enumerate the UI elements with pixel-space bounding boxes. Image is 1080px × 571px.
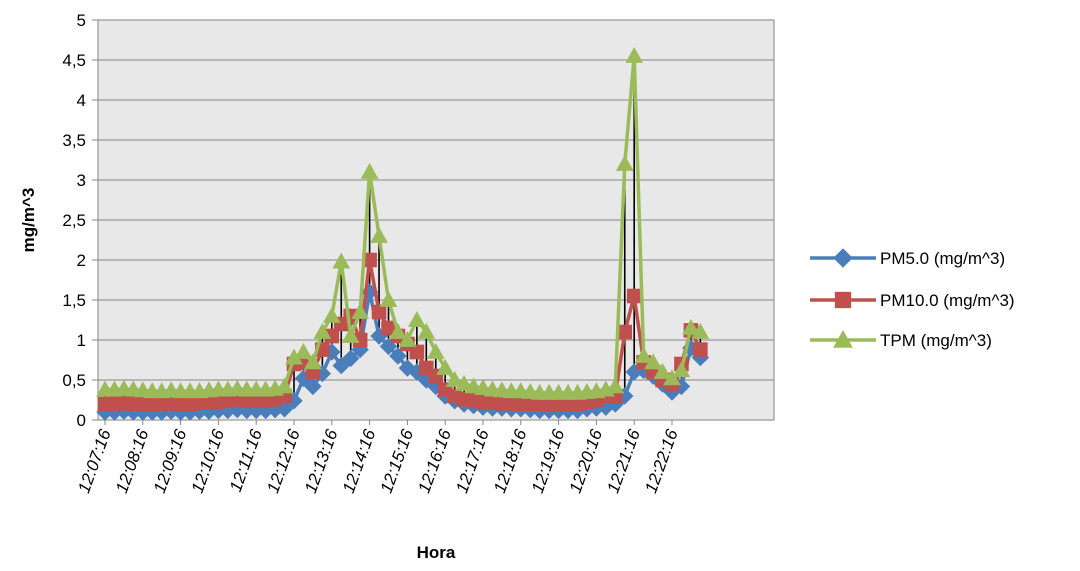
data-point [617, 324, 633, 340]
data-point [370, 226, 388, 243]
data-point [304, 377, 322, 396]
x-tick-label: 12:22:16 [641, 426, 682, 495]
data-point [341, 349, 360, 368]
series [96, 46, 710, 421]
y-tick-label: 2,5 [62, 211, 86, 230]
y-tick-label: 0,5 [62, 371, 86, 390]
x-tick-label: 12:09:16 [150, 426, 191, 495]
data-point [663, 369, 681, 386]
x-tick-label: 12:08:16 [112, 426, 153, 495]
x-tick-label: 12:18:16 [490, 426, 531, 495]
legend-swatch-marker [834, 291, 852, 309]
data-point [626, 288, 642, 304]
data-point [341, 326, 360, 343]
data-point [426, 342, 445, 359]
y-tick-label: 5 [77, 11, 86, 30]
data-point [455, 374, 473, 391]
data-point [275, 377, 294, 394]
data-point [606, 377, 625, 394]
legend-label: PM5.0 (mg/m^3) [880, 249, 1005, 268]
data-point [304, 353, 322, 370]
x-tick-label: 12:07:16 [74, 426, 115, 495]
data-point [672, 361, 691, 378]
y-tick-label: 3 [77, 171, 86, 190]
data-point [417, 322, 436, 339]
y-tick-label: 3,5 [62, 131, 86, 150]
x-tick-label: 12:21:16 [603, 426, 644, 495]
data-point [615, 154, 634, 171]
data-point [634, 346, 653, 363]
data-point [389, 322, 407, 339]
x-tick-label: 12:14:16 [339, 426, 380, 495]
x-tick-label: 12:10:16 [188, 426, 229, 495]
data-point [408, 310, 426, 327]
legend-label: PM10.0 (mg/m^3) [880, 291, 1015, 310]
x-tick-label: 12:11:16 [226, 426, 266, 494]
data-point [409, 344, 425, 360]
x-axis-ticks: 12:07:1612:08:1612:09:1612:10:1612:11:16… [74, 420, 682, 496]
x-axis-title: Hora [417, 543, 456, 562]
x-tick-label: 12:13:16 [301, 426, 342, 495]
data-point [360, 162, 379, 179]
data-point [398, 330, 417, 347]
data-point [332, 252, 351, 269]
data-point [389, 347, 407, 365]
x-tick-label: 12:16:16 [414, 426, 455, 495]
x-tick-label: 12:20:16 [566, 426, 607, 495]
y-tick-label: 4 [77, 91, 86, 110]
y-axis-title: mg/m^3 [19, 188, 38, 253]
data-point [693, 342, 708, 357]
data-point [371, 304, 387, 320]
data-point [313, 322, 332, 339]
legend: PM5.0 (mg/m^3) PM10.0 (mg/m^3) TPM (mg/m^3… [810, 248, 1015, 350]
y-tick-label: 2 [77, 251, 86, 270]
data-point [351, 302, 369, 319]
data-point [322, 306, 341, 323]
data-point [691, 322, 710, 339]
gridlines [97, 19, 774, 421]
series-tpm-mg-m-3 [96, 46, 710, 400]
data-point [445, 370, 464, 387]
legend-swatch-marker [833, 248, 853, 268]
x-tick-label: 12:17:16 [452, 426, 493, 495]
data-point [625, 46, 644, 63]
data-point [653, 362, 672, 379]
x-tick-label: 12:15:16 [377, 426, 418, 495]
legend-item-tpm-mg-m-3: TPM (mg/m^3) [810, 329, 992, 350]
legend-item-pm5-0-mg-m-3: PM5.0 (mg/m^3) [810, 248, 1005, 268]
x-tick-label: 12:19:16 [528, 426, 569, 495]
legend-label: TPM (mg/m^3) [880, 331, 992, 350]
legend-swatch-marker [833, 329, 853, 348]
y-tick-label: 0 [77, 411, 86, 430]
x-tick-label: 12:12:16 [263, 426, 304, 495]
data-point [379, 290, 398, 307]
legend-item-pm10-0-mg-m-3: PM10.0 (mg/m^3) [810, 291, 1015, 310]
y-tick-label: 1 [77, 331, 86, 350]
data-point [644, 353, 662, 370]
data-point [682, 318, 700, 335]
data-point [294, 342, 313, 359]
y-axis-ticks: 0 0,5 1 1,5 2 2,5 3 3,5 4 4,5 5 [62, 11, 98, 430]
y-tick-label: 1,5 [62, 291, 86, 310]
y-tick-label: 4,5 [62, 51, 86, 70]
data-point [436, 358, 455, 375]
